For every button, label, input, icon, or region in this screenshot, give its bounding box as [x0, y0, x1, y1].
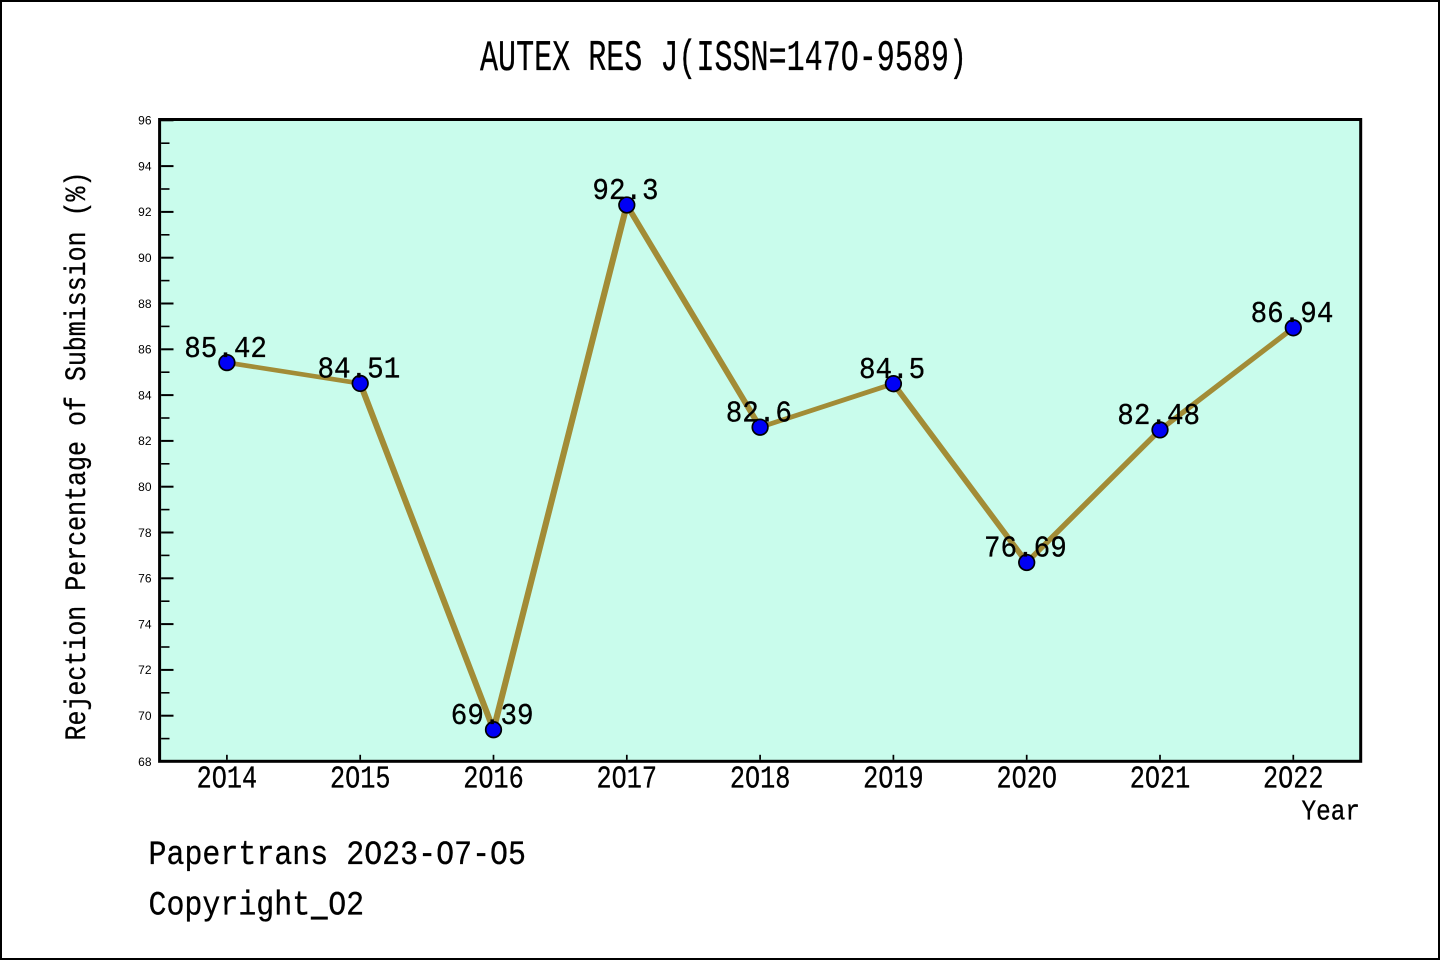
svg-text:2O17: 2O17: [597, 763, 658, 798]
svg-text:96: 96: [138, 114, 152, 128]
svg-text:82: 82: [138, 434, 152, 448]
svg-text:Rejection Percentage of Submis: Rejection Percentage of Submission (%): [61, 172, 95, 741]
svg-text:Year: Year: [1302, 796, 1361, 829]
svg-text:85.42: 85.42: [184, 332, 267, 367]
svg-text:2O18: 2O18: [730, 763, 791, 798]
svg-text:2O22: 2O22: [1263, 763, 1324, 798]
svg-text:68: 68: [138, 755, 152, 769]
svg-text:2O16: 2O16: [463, 763, 524, 798]
svg-text:92: 92: [138, 205, 152, 219]
svg-text:86.94: 86.94: [1251, 297, 1334, 332]
svg-text:2O15: 2O15: [330, 763, 391, 798]
svg-text:82.48: 82.48: [1117, 399, 1200, 434]
svg-text:Papertrans 2O23-O7-O5: Papertrans 2O23-O7-O5: [149, 837, 527, 875]
svg-text:76: 76: [138, 572, 152, 586]
svg-text:AUTEX RES J(ISSN=147O-9589): AUTEX RES J(ISSN=147O-9589): [480, 34, 967, 84]
svg-text:80: 80: [138, 480, 152, 494]
svg-text:2O21: 2O21: [1130, 763, 1191, 798]
svg-text:74: 74: [138, 617, 152, 631]
svg-text:2O14: 2O14: [197, 763, 258, 798]
svg-text:86: 86: [138, 343, 152, 357]
svg-text:2O19: 2O19: [863, 763, 924, 798]
svg-text:78: 78: [138, 526, 152, 540]
svg-text:76.69: 76.69: [984, 532, 1067, 567]
svg-text:92.3: 92.3: [592, 174, 658, 209]
svg-text:Copyright: Copyright: [149, 888, 311, 926]
svg-text:84: 84: [138, 388, 152, 402]
svg-text:69.39: 69.39: [451, 699, 534, 734]
svg-text:88: 88: [138, 297, 152, 311]
svg-text:90: 90: [138, 251, 152, 265]
svg-text:84.51: 84.51: [318, 353, 401, 388]
svg-text:2O2O: 2O2O: [996, 763, 1057, 798]
svg-text:94: 94: [138, 159, 152, 173]
svg-text:82.6: 82.6: [726, 396, 792, 431]
svg-text:84.5: 84.5: [859, 353, 925, 388]
svg-text:O2: O2: [328, 888, 364, 926]
svg-text:70: 70: [138, 709, 152, 723]
svg-text:72: 72: [138, 663, 152, 677]
